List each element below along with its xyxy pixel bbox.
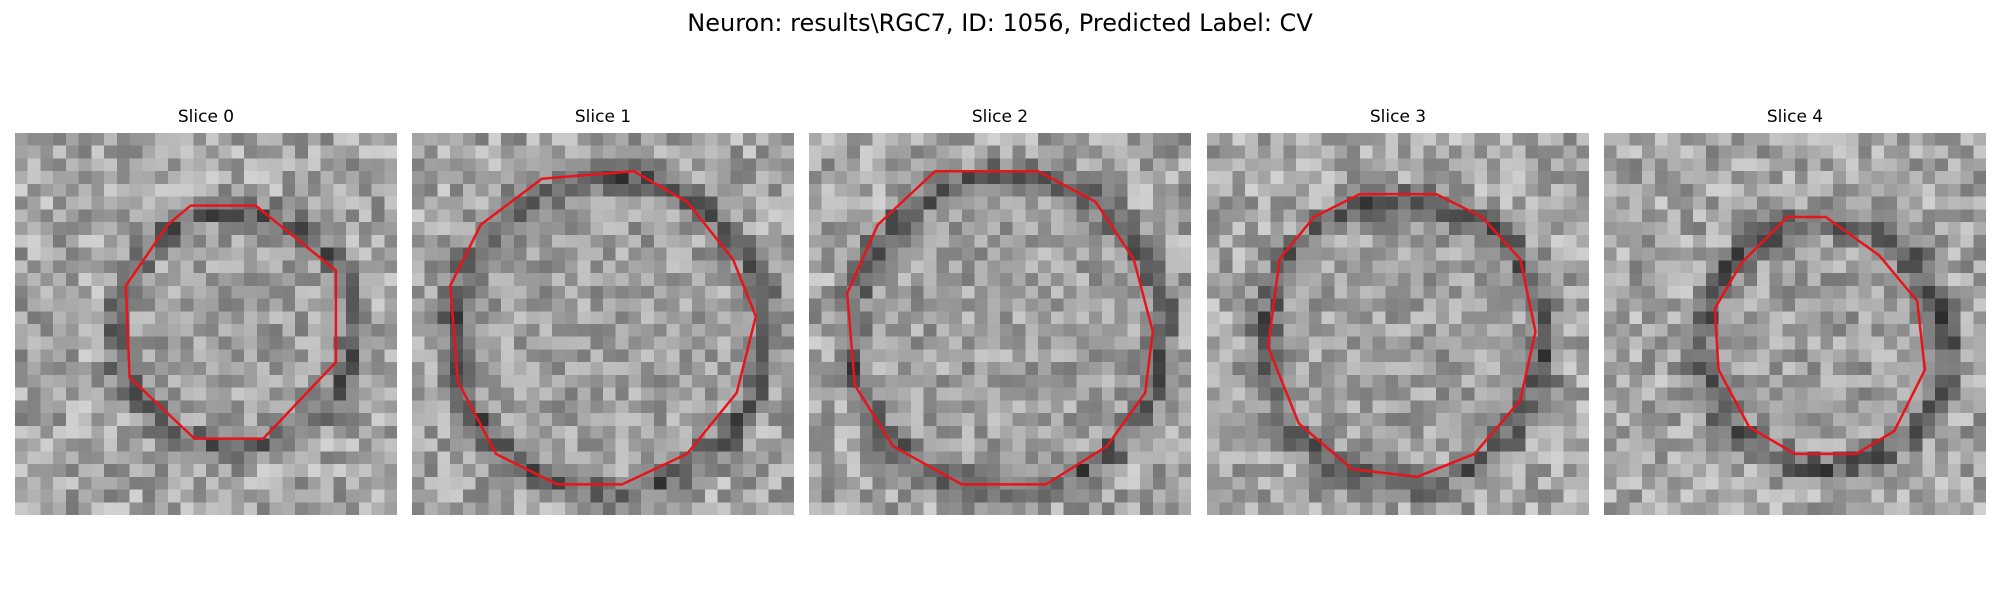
slice-image bbox=[1604, 133, 1986, 515]
slice-panel-0: Slice 0 bbox=[15, 105, 397, 515]
segmentation-contour bbox=[1713, 215, 1927, 456]
contour-overlay bbox=[124, 204, 338, 440]
slice-image bbox=[412, 133, 794, 515]
slice-image bbox=[15, 133, 397, 515]
slice-title: Slice 2 bbox=[971, 107, 1029, 127]
figure-title: Neuron: results\RGC7, ID: 1056, Predicte… bbox=[687, 9, 1313, 37]
slice-panel-1: Slice 1 bbox=[412, 105, 794, 515]
contour-overlay bbox=[1713, 215, 1927, 456]
contour-overlay bbox=[845, 169, 1155, 486]
slice-panel-2: Slice 2 bbox=[809, 105, 1191, 515]
slice-title: Slice 1 bbox=[574, 107, 632, 127]
slice-panel-4: Slice 4 bbox=[1604, 105, 1986, 515]
segmentation-contour bbox=[845, 169, 1155, 486]
slice-title: Slice 0 bbox=[177, 107, 235, 127]
slice-panel-3: Slice 3 bbox=[1207, 105, 1589, 515]
slice-image bbox=[809, 133, 1191, 515]
slice-title: Slice 3 bbox=[1369, 107, 1427, 127]
slice-title: Slice 4 bbox=[1766, 107, 1824, 127]
contour-overlay bbox=[448, 169, 758, 486]
segmentation-contour bbox=[448, 169, 758, 486]
segmentation-contour bbox=[124, 204, 338, 440]
contour-overlay bbox=[1266, 192, 1537, 479]
segmentation-contour bbox=[1266, 192, 1537, 479]
